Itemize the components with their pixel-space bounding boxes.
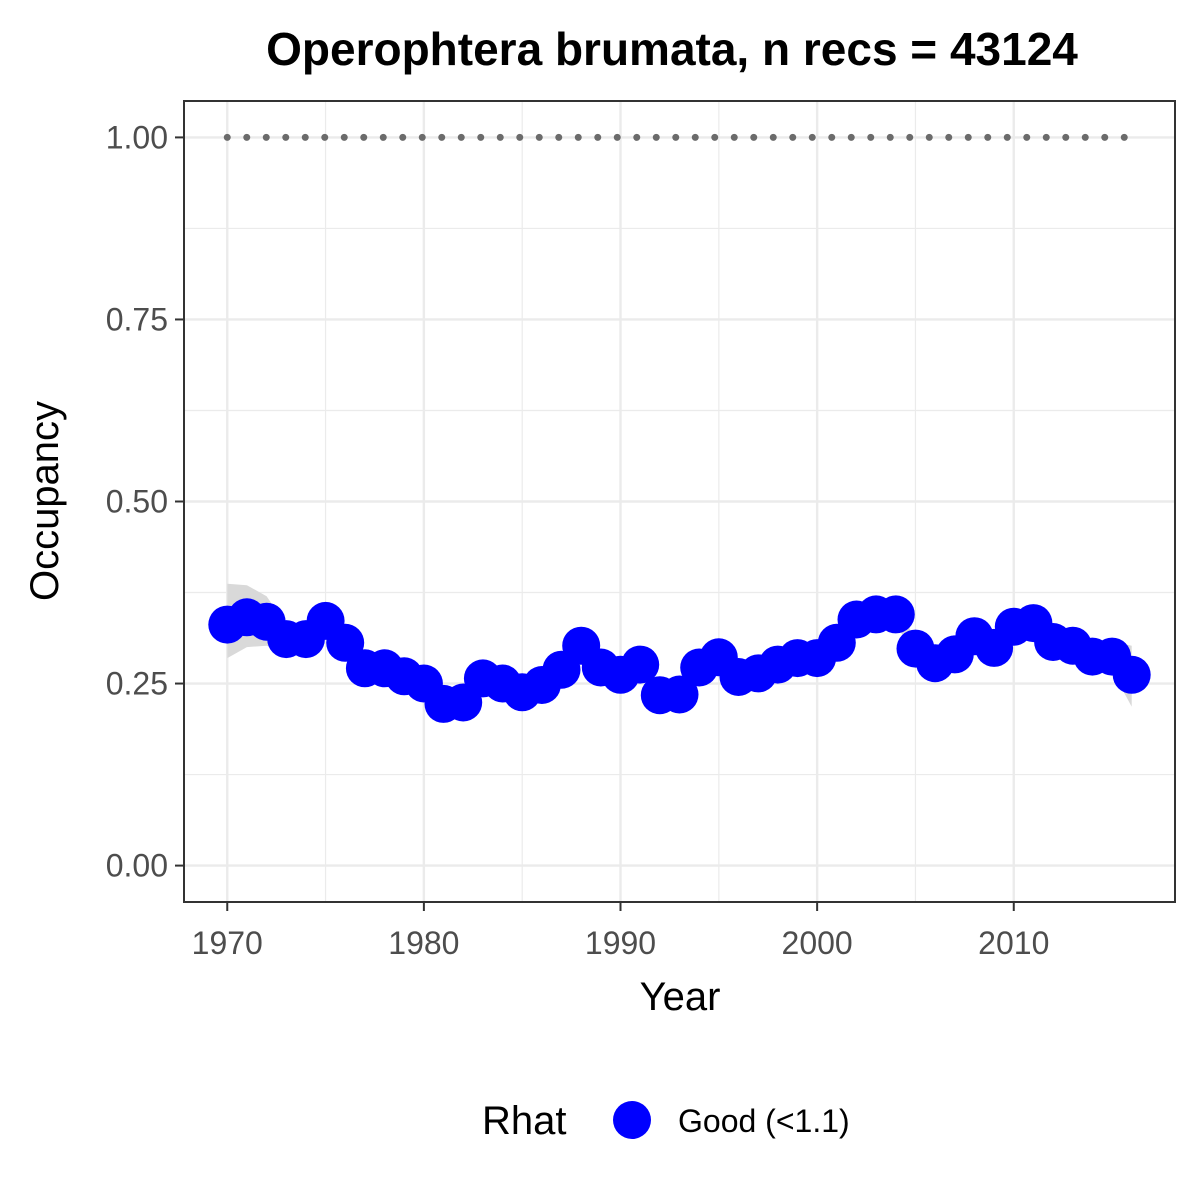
x-tick-label: 1970 [192,925,263,961]
y-tick-label: 0.25 [106,666,168,702]
chart-title: Operophtera brumata, n recs = 43124 [266,23,1078,75]
x-axis-label: Year [640,975,721,1019]
legend: Rhat Good (<1.1) [482,1099,850,1143]
x-tick-label: 2000 [782,925,853,961]
legend-key-good [613,1101,651,1139]
occupancy-points-layer [208,595,1151,723]
y-tick-label: 0.50 [106,484,168,520]
data-point [876,595,915,634]
y-tick-label: 1.00 [106,119,168,155]
y-tick-label: 0.75 [106,301,168,337]
x-tick-label: 1980 [388,925,459,961]
data-point [660,675,699,714]
y-tick-label: 0.00 [106,848,168,884]
x-axis: 1970 1980 1990 2000 2010 [192,902,1049,961]
y-axis-label: Occupancy [23,401,67,601]
legend-title: Rhat [482,1099,567,1143]
x-tick-label: 1990 [585,925,656,961]
x-tick-label: 2010 [978,925,1049,961]
y-axis: 0.00 0.25 0.50 0.75 1.00 [106,119,184,884]
data-point [1112,655,1151,694]
data-point [621,645,660,684]
legend-label-good: Good (<1.1) [678,1103,850,1139]
